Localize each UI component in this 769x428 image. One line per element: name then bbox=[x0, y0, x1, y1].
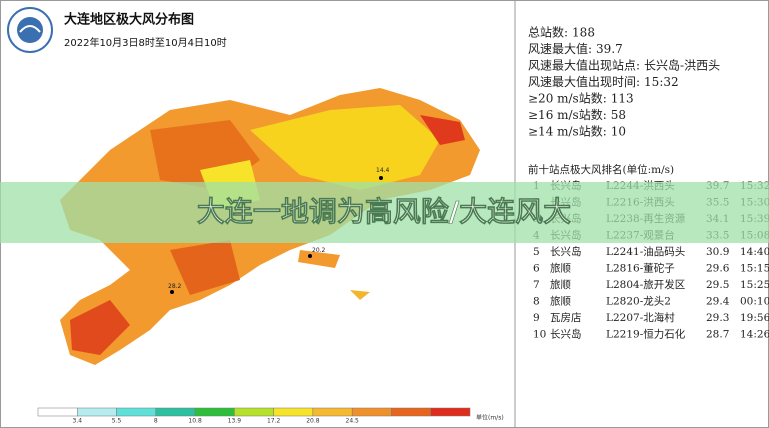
legend-swatch bbox=[351, 407, 392, 417]
stat-value: 15:32 bbox=[644, 75, 679, 89]
map-label: 28.2 bbox=[168, 283, 182, 290]
title: 大连地区极大风分布图 bbox=[64, 12, 194, 28]
legend-swatch bbox=[234, 407, 274, 417]
table-cell: 旅顺 bbox=[550, 262, 571, 275]
legend-tick: 3.4 bbox=[72, 418, 82, 425]
map-label: 14.4 bbox=[376, 167, 390, 174]
stat-label: ≥14 m/s站数: bbox=[528, 124, 607, 139]
table-cell: L2207-北海村 bbox=[606, 311, 675, 324]
table-cell: 14:40 bbox=[740, 246, 769, 258]
table-cell: 长兴岛 bbox=[550, 328, 582, 341]
table-cell: 28.7 bbox=[706, 329, 729, 341]
table-cell: 9 bbox=[533, 312, 540, 324]
table-cell: 15:25 bbox=[740, 279, 769, 291]
table-cell: 旅顺 bbox=[550, 278, 571, 291]
table-cell: 10 bbox=[533, 329, 546, 341]
legend-tick: 20.8 bbox=[306, 418, 320, 425]
table-cell: 6 bbox=[533, 263, 540, 275]
table-cell: L2804-旅开发区 bbox=[606, 278, 685, 291]
legend-swatch bbox=[155, 407, 196, 417]
stat-label: 风速最大值: bbox=[528, 41, 592, 56]
table-cell: 29.6 bbox=[706, 263, 730, 275]
stat-label: ≥16 m/s站数: bbox=[528, 107, 607, 122]
table-cell: L2241-油品码头 bbox=[606, 245, 685, 258]
legend-tick: 24.5 bbox=[346, 418, 360, 425]
stat-value: 10 bbox=[611, 125, 626, 139]
legend-swatch bbox=[194, 407, 235, 417]
stat-value: 58 bbox=[611, 108, 626, 122]
table-cell: 8 bbox=[533, 296, 540, 308]
table-cell: 15:15 bbox=[740, 263, 769, 275]
stat-label: ≥20 m/s站数: bbox=[528, 91, 607, 106]
legend-unit: 单位(m/s) bbox=[476, 414, 504, 422]
legend-swatch bbox=[37, 407, 78, 417]
legend-tick: 8 bbox=[154, 418, 158, 425]
table-cell: 14:26 bbox=[740, 329, 769, 341]
stat-label: 风速最大值出现站点: bbox=[528, 58, 640, 73]
legend-swatch bbox=[312, 407, 353, 417]
legend-tick: 17.2 bbox=[267, 418, 281, 425]
legend-tick: 5.5 bbox=[112, 418, 122, 425]
table-cell: 旅顺 bbox=[550, 295, 571, 308]
banner-bg bbox=[0, 182, 769, 243]
table-title: 前十站点极大风排名(单位:m/s) bbox=[528, 163, 674, 176]
legend-tick: 13.9 bbox=[228, 418, 242, 425]
table-cell: 29.3 bbox=[706, 312, 729, 324]
legend: 3.4 5.5 8 10.8 13.9 17.2 20.8 24.5 bbox=[37, 407, 471, 425]
legend-swatch bbox=[430, 407, 471, 417]
table-cell: 长兴岛 bbox=[550, 245, 582, 258]
stat-label: 总站数: bbox=[528, 25, 568, 40]
table-cell: L2816-董砣子 bbox=[606, 262, 675, 275]
stat-value: 188 bbox=[572, 26, 595, 40]
legend-tick: 10.8 bbox=[188, 418, 202, 425]
table-cell: 00:10 bbox=[740, 296, 769, 308]
table-cell: 29.5 bbox=[706, 279, 729, 291]
table-cell: L2820-龙头2 bbox=[606, 295, 671, 308]
legend-swatch bbox=[116, 407, 157, 417]
table-cell: L2219-恒力石化 bbox=[606, 328, 686, 341]
table-cell: 7 bbox=[533, 279, 540, 291]
map-label: 20.2 bbox=[312, 247, 326, 254]
stat-value: 长兴岛-洪西头 bbox=[644, 58, 720, 73]
logo bbox=[7, 7, 53, 53]
banner-text: 大连一地调为高风险/大连风大 bbox=[197, 195, 571, 228]
stat-value: 39.7 bbox=[596, 42, 623, 56]
table-cell: 19:56 bbox=[740, 312, 769, 324]
stat-value: 113 bbox=[611, 92, 634, 106]
table-cell: 5 bbox=[533, 246, 540, 258]
legend-swatch bbox=[77, 407, 117, 417]
stat-label: 风速最大值出现时间: bbox=[528, 74, 640, 89]
table-cell: 29.4 bbox=[706, 296, 730, 308]
subtitle: 2022年10月3日8时至10月4日10时 bbox=[64, 36, 227, 49]
legend-swatch bbox=[273, 407, 314, 417]
table-cell: 30.9 bbox=[706, 246, 729, 258]
legend-swatch bbox=[391, 407, 431, 417]
table-cell: 瓦房店 bbox=[550, 311, 582, 324]
